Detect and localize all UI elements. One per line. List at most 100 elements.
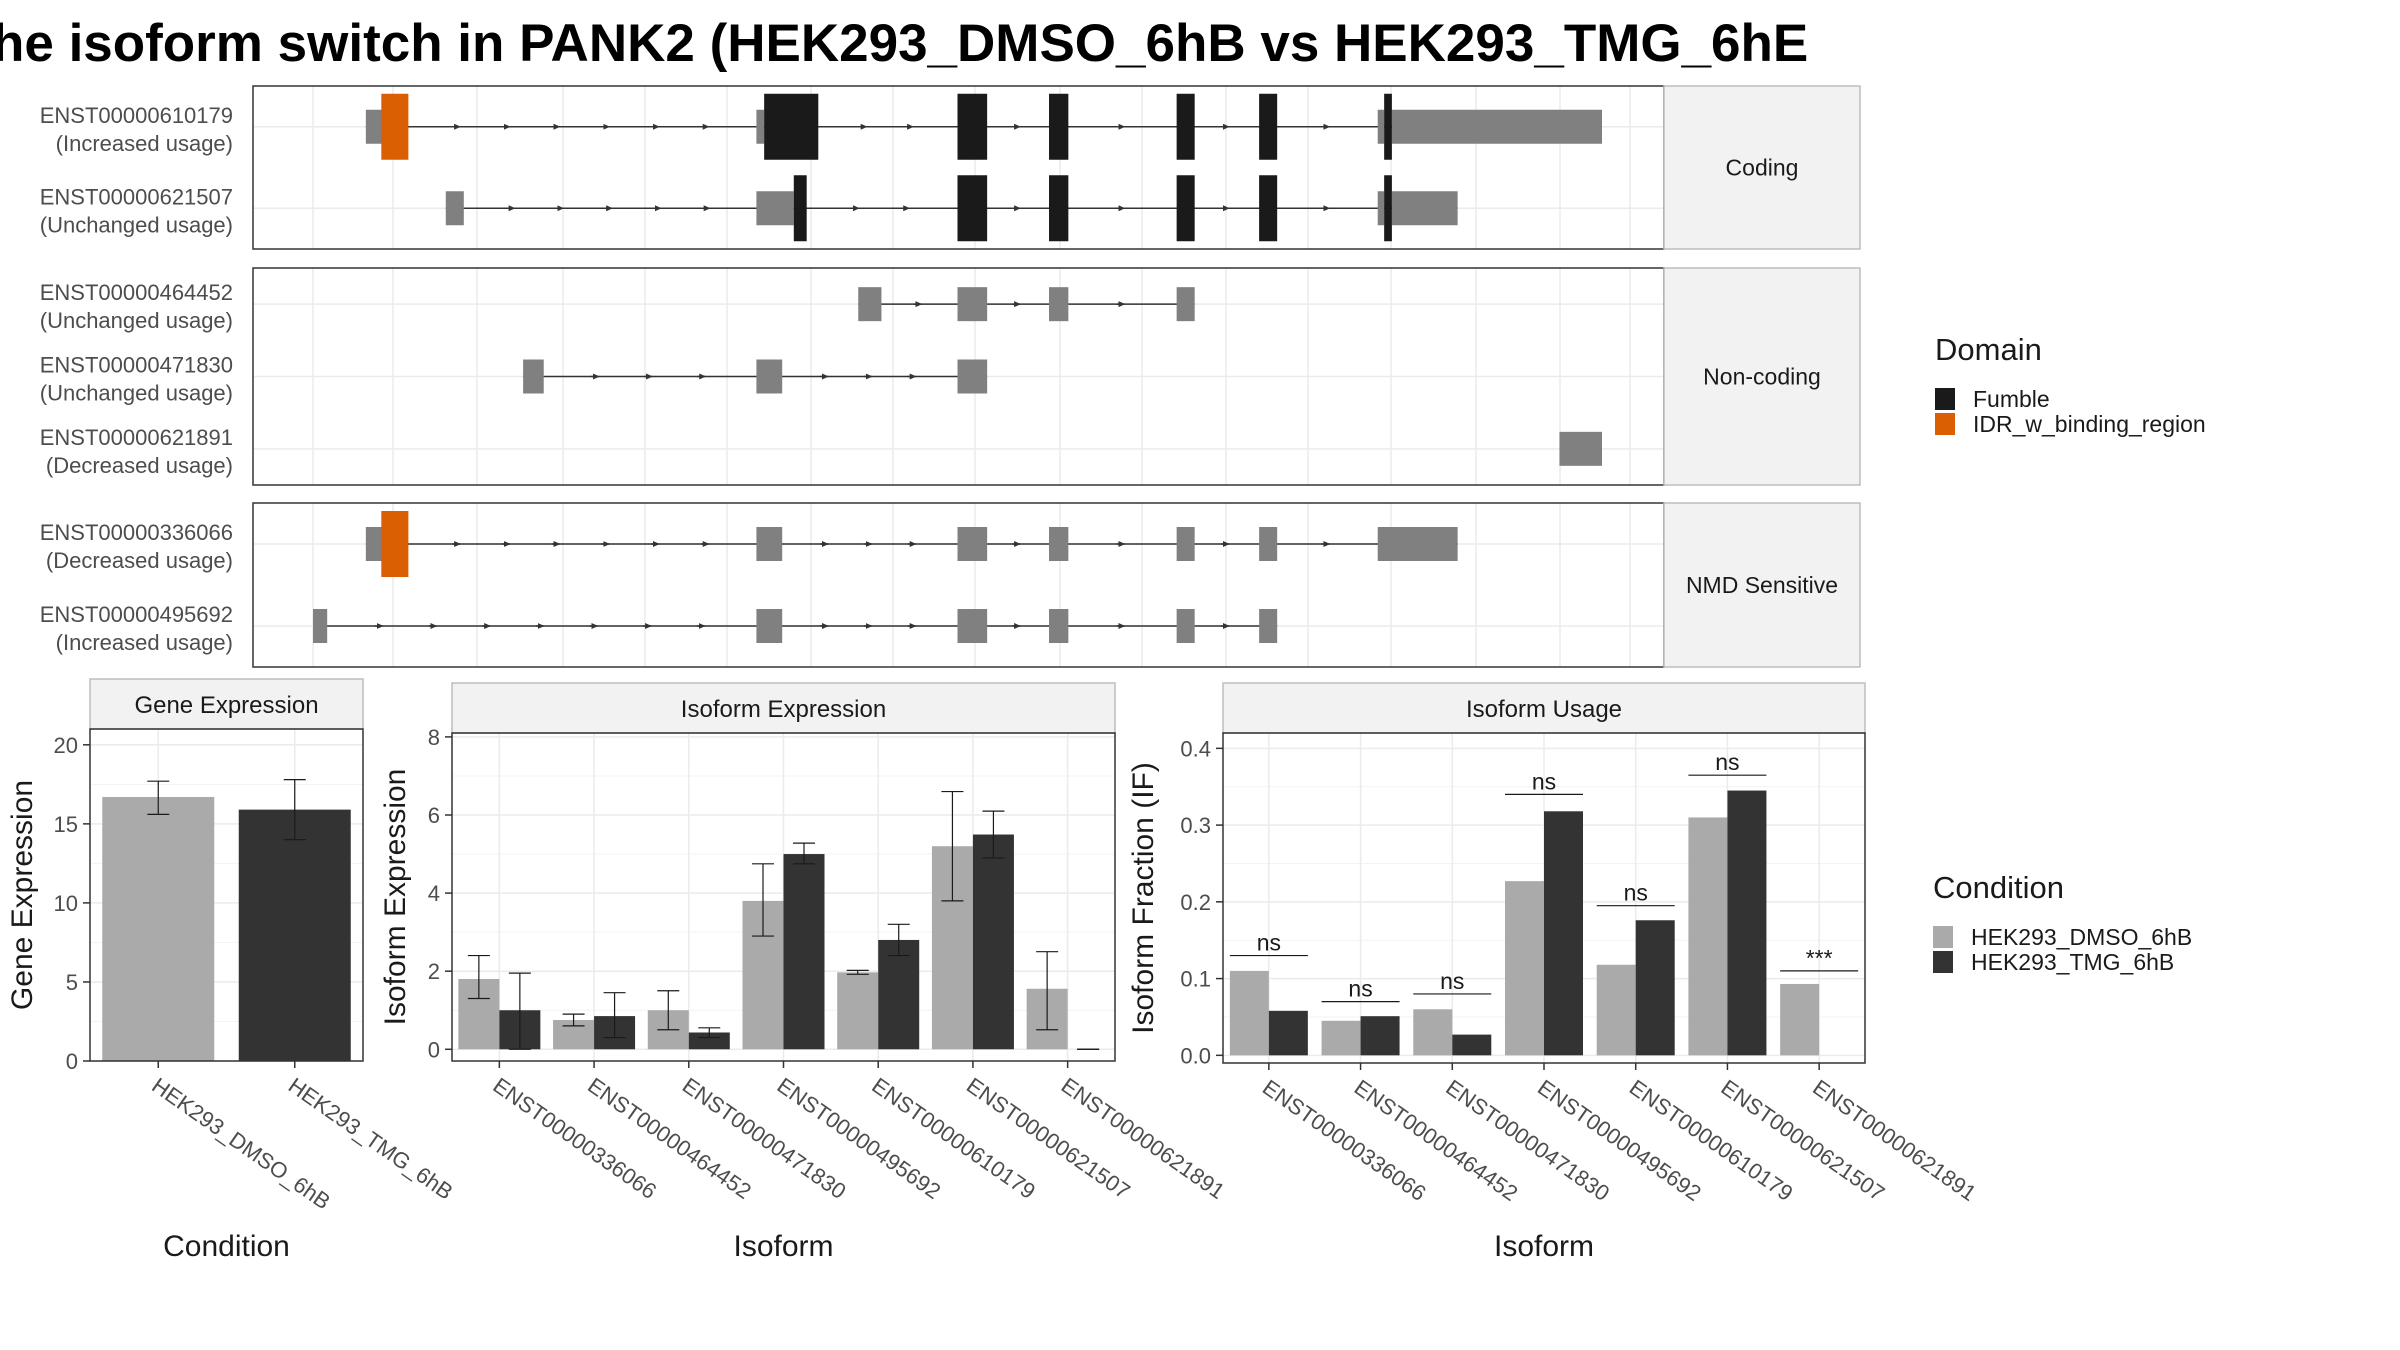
y-tick-label: 0.3: [1180, 813, 1211, 838]
coding-exon: [1176, 93, 1195, 160]
y-tick-label: 0.1: [1180, 967, 1211, 992]
y-axis-title: Gene Expression: [6, 780, 39, 1010]
utr-exon: [957, 527, 961, 561]
significance-label: ns: [1715, 749, 1739, 775]
facet-strip: [1663, 502, 1861, 668]
coding-exon: [1259, 93, 1278, 160]
utr-exon: [756, 609, 783, 643]
legend-domain-label: Fumble: [1973, 386, 2050, 412]
bar: [102, 796, 215, 1061]
bar: [1727, 790, 1767, 1056]
coding-exon: [1176, 175, 1195, 242]
legend-domain-key: [1935, 413, 1955, 435]
utr-exon: [1049, 609, 1069, 643]
significance-label: ns: [1532, 768, 1556, 794]
utr-exon: [1049, 287, 1069, 322]
x-axis-title: Condition: [163, 1230, 290, 1263]
y-tick-label: 15: [54, 812, 78, 837]
bar: [1635, 920, 1675, 1056]
coding-exon: [1049, 175, 1069, 242]
legend-condition-key: [1933, 951, 1953, 973]
panel-title: Isoform Expression: [681, 696, 886, 723]
bar: [1229, 970, 1269, 1056]
bar: [238, 809, 351, 1061]
legend-domain-title: Domain: [1935, 332, 2042, 367]
panel-border: [89, 728, 364, 1062]
utr-exon: [1049, 527, 1069, 561]
coding-exon: [1049, 93, 1069, 160]
facet-strip-label: Non-coding: [1703, 364, 1821, 390]
transcript-id: ENST00000610179: [40, 103, 233, 128]
transcript-status: (Decreased usage): [46, 548, 233, 573]
significance-label: ns: [1440, 968, 1464, 994]
transcript-status: (Decreased usage): [46, 453, 233, 478]
utr-exon: [960, 609, 988, 643]
transcript-id: ENST00000336066: [40, 520, 233, 545]
x-tick-label: ENST00000336066: [488, 1073, 661, 1204]
transcript-status: (Increased usage): [56, 630, 233, 655]
utr-exon: [1377, 527, 1458, 561]
transcript-status: (Unchanged usage): [40, 308, 233, 333]
coding-exon: [764, 93, 819, 160]
utr-exon: [1377, 109, 1385, 144]
bar: [1596, 964, 1636, 1056]
legend-condition-label: HEK293_TMG_6hB: [1971, 949, 2174, 975]
transcript-id: ENST00000464452: [40, 280, 233, 305]
x-tick-label: ENST00000464452: [1350, 1075, 1523, 1206]
bar: [1321, 1020, 1361, 1056]
bar: [1505, 881, 1544, 1056]
transcript-id: ENST00000495692: [40, 602, 233, 627]
legend-domain-key: [1935, 388, 1955, 410]
x-tick-label: ENST00000495692: [1533, 1075, 1706, 1206]
panel-strip: [451, 682, 1116, 734]
y-tick-label: 0: [66, 1049, 78, 1074]
utr-exon: [1259, 609, 1278, 643]
bar: [1452, 1034, 1492, 1056]
coding-exon: [793, 175, 807, 242]
x-tick-label: ENST00000621507: [1717, 1075, 1890, 1206]
utr-exon: [756, 191, 794, 226]
bar: [837, 972, 879, 1050]
panel-strip: [1222, 682, 1866, 734]
utr-exon: [756, 359, 783, 394]
y-tick-label: 4: [428, 881, 440, 906]
utr-exon: [756, 109, 765, 144]
bar: [1544, 811, 1583, 1056]
utr-exon: [957, 287, 988, 322]
transcript-status: (Increased usage): [56, 131, 233, 156]
x-tick-label: ENST00000610179: [1625, 1075, 1798, 1206]
coding-exon: [1384, 93, 1392, 160]
transcript-id: ENST00000621507: [40, 184, 233, 209]
utr-exon: [756, 527, 783, 561]
y-tick-label: 0.0: [1180, 1043, 1211, 1068]
legend-condition-key: [1933, 926, 1953, 948]
coding-exon: [1259, 175, 1278, 242]
y-axis-title: Isoform Expression: [379, 769, 412, 1026]
x-axis-title: Isoform: [733, 1230, 833, 1263]
facet-strip-label: Coding: [1726, 155, 1799, 181]
utr-exon: [960, 527, 988, 561]
x-tick-label: ENST00000471830: [1441, 1075, 1614, 1206]
y-tick-label: 2: [428, 959, 440, 984]
utr-exon: [1176, 609, 1195, 643]
utr-exon: [313, 609, 328, 643]
utr-exon: [858, 287, 882, 322]
y-tick-label: 0: [428, 1037, 440, 1062]
facet-strip-label: NMD Sensitive: [1686, 572, 1838, 598]
legend-domain-label: IDR_w_binding_region: [1973, 411, 2206, 437]
bar: [878, 939, 920, 1050]
utr-exon: [445, 191, 464, 226]
x-tick-label: ENST00000471830: [678, 1073, 851, 1204]
utr-exon: [1176, 527, 1195, 561]
significance-label: ***: [1806, 945, 1833, 971]
transcript-status: (Unchanged usage): [40, 212, 233, 237]
utr-exon: [1176, 287, 1195, 322]
x-tick-label: ENST00000336066: [1258, 1075, 1431, 1206]
utr-exon: [1377, 191, 1385, 226]
idr-domain: [381, 93, 409, 160]
utr-exon: [523, 359, 544, 394]
coding-exon: [957, 175, 988, 242]
facet-strip: [1663, 267, 1861, 486]
y-tick-label: 5: [66, 970, 78, 995]
bar: [1360, 1016, 1400, 1056]
